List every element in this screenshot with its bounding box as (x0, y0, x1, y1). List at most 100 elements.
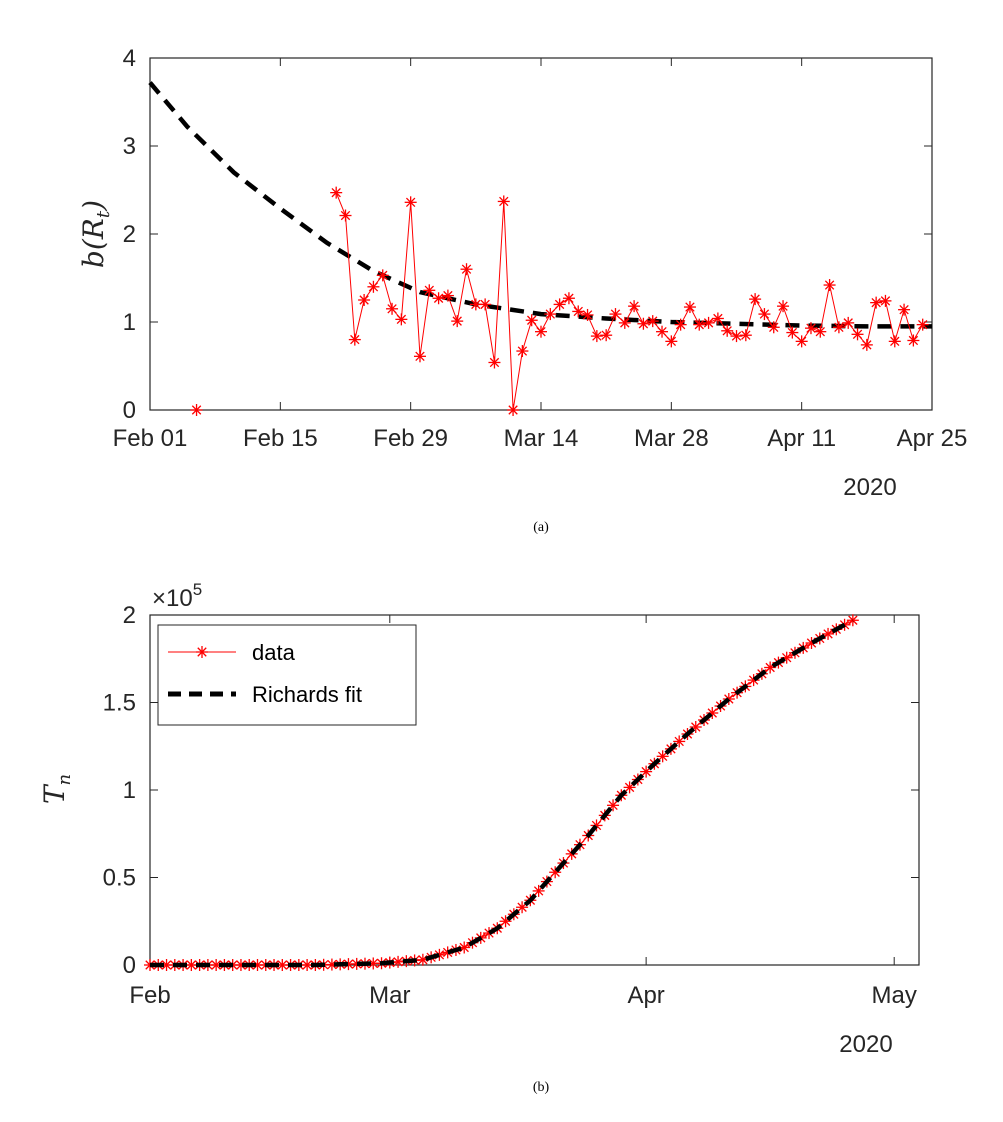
chart-a-data-point (898, 303, 911, 316)
chart-a-x-tick-label: Mar 14 (504, 425, 579, 452)
chart-a-data-point (870, 296, 883, 309)
chart-a-data-point (572, 305, 585, 318)
chart-a-data-point (767, 321, 780, 334)
chart-a-data-point (479, 298, 492, 311)
legend-data-marker (196, 646, 208, 658)
chart-a-data-point (330, 186, 343, 199)
chart-a-data-point (804, 322, 817, 335)
chart-b-y-tick-label: 1.5 (103, 690, 136, 717)
chart-a-data-point (516, 345, 529, 358)
chart-a-y-tick-label: 0 (123, 397, 136, 424)
chart-b-x-tick-label: Apr (627, 982, 664, 1009)
chart-a-data-point (423, 284, 436, 297)
chart-a-x-tick-label: Apr 25 (897, 425, 968, 452)
chart-a-data-point (646, 315, 659, 328)
chart-a-x-tick-label: Mar 28 (634, 425, 709, 452)
chart-a-plot-area (149, 57, 933, 411)
chart-a-data-point (460, 263, 473, 276)
chart-a-ylabel-symbol: R (77, 218, 110, 240)
chart-a-fit-curve (148, 81, 932, 329)
chart-b-legend: data Richards fit (157, 624, 417, 726)
chart-a-data-point (525, 314, 538, 327)
legend-fit-label: Richards fit (252, 682, 362, 707)
chart-a-data-point (777, 300, 790, 313)
chart-b-x-tick-label: Mar (369, 982, 410, 1009)
chart-a-data-point (358, 294, 371, 306)
chart-b-data-point (640, 765, 653, 778)
chart-b-y-tick-label: 0 (123, 952, 136, 979)
chart-b-multiplier-exp: 5 (193, 580, 202, 599)
chart-a-x-tick-label: Feb 15 (243, 425, 318, 452)
chart-a-data-point (376, 269, 389, 282)
chart-a-y-tick-label: 3 (123, 133, 136, 160)
chart-a-data-point (814, 325, 827, 338)
chart-a-data-point (497, 195, 510, 208)
chart-a-data-point (888, 335, 901, 348)
chart-b: 0 0.5 1 1.5 2 Feb Mar Apr May ×105 2020 Tn data… (38, 580, 920, 1095)
chart-a-data-point (851, 328, 864, 341)
chart-b-fit-curve (150, 618, 854, 968)
chart-a-ylabel-base: b( (77, 238, 110, 268)
legend-box (157, 624, 417, 726)
chart-a-data-point (656, 325, 669, 338)
chart-b-ylabel-base: T (38, 783, 71, 804)
chart-b-y-tick-label: 1 (123, 777, 136, 804)
chart-a-data-point (823, 279, 836, 292)
chart-b-y-tick-label: 2 (123, 602, 136, 629)
chart-a-data-point (609, 308, 622, 321)
chart-a-data-point (386, 302, 399, 315)
chart-a-data-point (535, 325, 547, 338)
chart-a-y-tick-label: 4 (123, 45, 136, 72)
chart-a-data-point (451, 315, 464, 328)
chart-a-data-point (916, 318, 929, 331)
chart-a-y-tick-label: 2 (123, 221, 136, 248)
caption-a: (a) (533, 520, 549, 535)
chart-a-data-point (553, 298, 566, 311)
chart-a-x-tick-label: Apr 11 (767, 425, 836, 452)
chart-a-data-point (562, 292, 575, 305)
chart-a-data-point (441, 289, 454, 302)
chart-a-y-tick-label: 1 (123, 309, 136, 336)
chart-b-data-point (822, 627, 835, 640)
chart-a-data-point (432, 292, 445, 305)
chart-a-data-point (628, 300, 641, 313)
chart-a-data-point (795, 335, 808, 348)
chart-a-data-point (860, 338, 873, 351)
chart-b-data-point (656, 750, 669, 763)
chart-a-data-point (395, 313, 408, 326)
chart-b-data-point (516, 901, 529, 914)
caption-b: (b) (533, 1080, 550, 1095)
chart-a-data-point (693, 318, 706, 331)
chart-a-data-point (907, 334, 920, 347)
chart-a-data-point (879, 294, 892, 307)
chart-b-x-tick-label: May (872, 982, 917, 1009)
chart-b-data-point (846, 614, 859, 627)
chart-a-data-point (618, 316, 631, 329)
chart-a-data-point (683, 301, 696, 314)
chart-a-data-point (786, 326, 799, 339)
chart-a-data-point (730, 330, 743, 343)
chart-a-x-tick-label: Feb 01 (113, 425, 188, 452)
chart-b-x-tick-label: Feb (129, 982, 170, 1009)
chart-a-data-point (590, 330, 603, 343)
chart-a-data-point (190, 404, 203, 416)
legend-data-label: data (252, 640, 296, 665)
chart-a-data-point (581, 308, 594, 321)
chart-a-data-point (721, 324, 734, 337)
chart-a-data-point (739, 329, 752, 342)
chart-a-data-point (367, 280, 380, 293)
chart-a-x-tick-label: Feb 29 (373, 425, 448, 452)
chart-a-data-point (413, 350, 426, 363)
chart-a-data-point (600, 329, 613, 342)
chart-b-data-point (499, 915, 512, 928)
chart-b-data-point (392, 955, 405, 968)
chart-a-y-axis-label: b(Rt) (77, 200, 114, 268)
chart-b-multiplier: ×105 (152, 580, 202, 612)
chart-a-ylabel-sub: t (93, 210, 114, 218)
chart-a-data-line (335, 192, 924, 411)
chart-a: 0 1 2 3 4 Feb 01 Feb 15 Feb 29 Mar 14 Mar 28 Apr … (77, 45, 967, 535)
chart-a-data-point (488, 356, 501, 369)
chart-a-data-point (842, 316, 855, 329)
chart-b-y-tick-label: 0.5 (103, 865, 136, 892)
